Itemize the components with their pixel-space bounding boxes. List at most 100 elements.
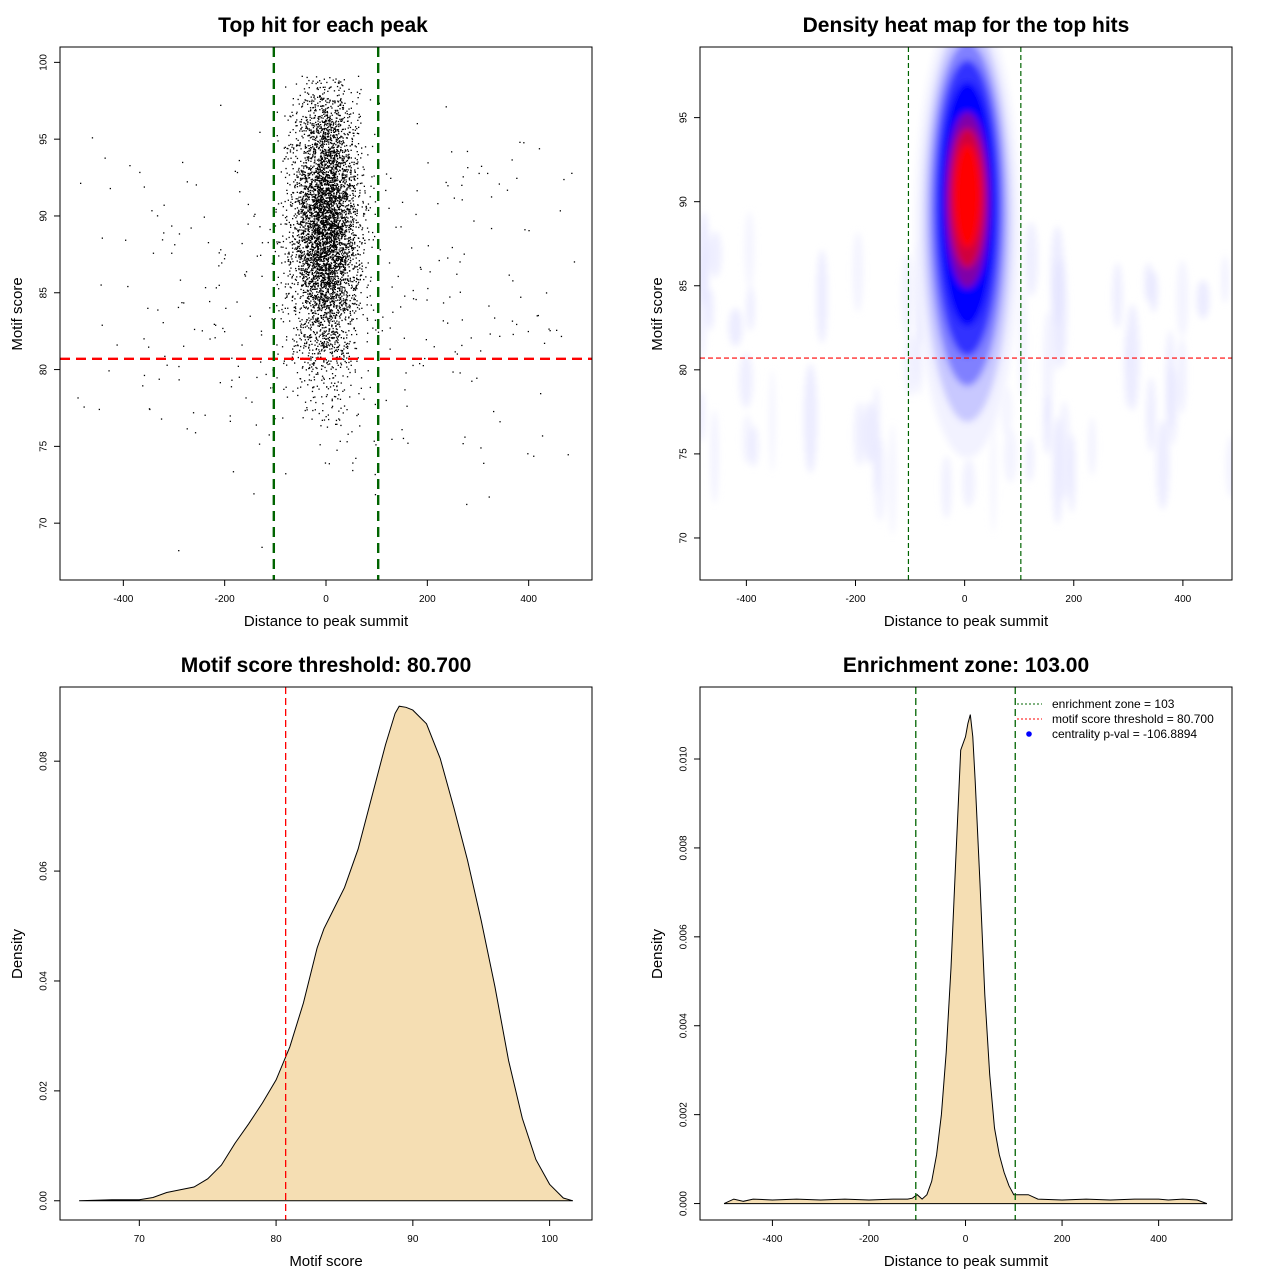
scatter-point (341, 251, 344, 253)
scatter-point (308, 255, 310, 257)
scatter-point (326, 300, 328, 303)
scatter-point (300, 192, 302, 194)
scatter-point (312, 207, 314, 209)
scatter-point (342, 234, 344, 237)
scatter-point (310, 129, 312, 131)
scatter-point (339, 219, 341, 222)
scatter-point (334, 217, 337, 219)
scatter-point (329, 125, 331, 127)
scatter-point (315, 203, 318, 206)
scatter-point (352, 225, 354, 228)
scatter-point (351, 198, 353, 200)
scatter-point (328, 250, 330, 252)
scatter-point (298, 103, 300, 105)
scatter-point (350, 122, 352, 124)
scatter-point (363, 168, 365, 171)
scatter-point (335, 172, 337, 174)
scatter-point (315, 231, 317, 234)
scatter-point (300, 121, 302, 123)
scatter-point (345, 221, 347, 224)
scatter-point (335, 232, 338, 234)
scatter-point (344, 225, 346, 227)
scatter-point (333, 203, 335, 205)
scatter-point (327, 98, 329, 100)
scatter-point (328, 284, 330, 286)
scatter-point (336, 350, 338, 352)
scatter-point (363, 398, 365, 400)
scatter-point (322, 249, 324, 251)
scatter-point (305, 223, 307, 225)
scatter-point (325, 330, 327, 332)
scatter-point (296, 157, 299, 160)
scatter-point (311, 226, 313, 228)
scatter-point (336, 360, 338, 362)
scatter-point (314, 185, 316, 188)
scatter-point (327, 116, 329, 118)
scatter-point (334, 283, 336, 285)
scatter-point (329, 245, 331, 247)
scatter-point (356, 274, 358, 276)
scatter-point (302, 205, 304, 207)
scatter-point (326, 181, 328, 183)
scatter-point (314, 223, 317, 225)
scatter-point (322, 173, 324, 175)
scatter-point (350, 221, 352, 224)
scatter-point (346, 272, 348, 274)
scatter-point (348, 213, 350, 215)
scatter-point (306, 179, 308, 181)
scatter-point (300, 199, 302, 201)
scatter-point (305, 234, 307, 236)
scatter-point (324, 86, 326, 88)
scatter-point (308, 253, 310, 255)
scatter-point (325, 395, 328, 398)
scatter-point (341, 102, 343, 104)
scatter-point (315, 252, 317, 254)
scatter-point (341, 143, 343, 145)
scatter-point (296, 220, 298, 222)
scatter-point (330, 316, 332, 318)
scatter-point (343, 312, 346, 314)
scatter-point (344, 259, 346, 262)
scatter-point (324, 337, 326, 339)
scatter-point (314, 211, 316, 213)
scatter-point (300, 148, 302, 150)
scatter-point (340, 337, 342, 339)
scatter-point (309, 237, 311, 239)
scatter-point (327, 126, 330, 128)
scatter-point (332, 236, 335, 238)
scatter-point (350, 92, 352, 94)
scatter-point (331, 173, 333, 175)
scatter-point (308, 346, 310, 348)
scatter-point (338, 315, 341, 317)
scatter-point (335, 153, 338, 155)
scatter-point (324, 243, 326, 245)
scatter-point (335, 167, 337, 169)
scatter-point (302, 203, 304, 205)
scatter-point (338, 235, 340, 237)
scatter-point (304, 255, 307, 257)
scatter-point (332, 355, 334, 357)
scatter-point (307, 338, 309, 341)
scatter-point (307, 267, 310, 269)
scatter-point (308, 302, 311, 304)
scatter-point (326, 162, 329, 164)
scatter-point (329, 191, 331, 193)
scatter-point (311, 131, 313, 133)
scatter-point (326, 394, 328, 396)
scatter-point (322, 377, 325, 379)
scatter-point (309, 282, 311, 285)
scatter-point (276, 243, 279, 245)
scatter-point (317, 198, 320, 200)
scatter-point (352, 248, 355, 250)
scatter-point (336, 251, 339, 253)
scatter-point (321, 342, 323, 345)
scatter-point (341, 204, 344, 207)
scatter-point (337, 144, 339, 147)
scatter-point (319, 353, 321, 355)
scatter-point (350, 212, 352, 215)
scatter-point (304, 380, 306, 382)
scatter-point (338, 152, 340, 155)
scatter-point (331, 168, 333, 170)
scatter-point (327, 202, 329, 204)
scatter-point (306, 409, 308, 411)
